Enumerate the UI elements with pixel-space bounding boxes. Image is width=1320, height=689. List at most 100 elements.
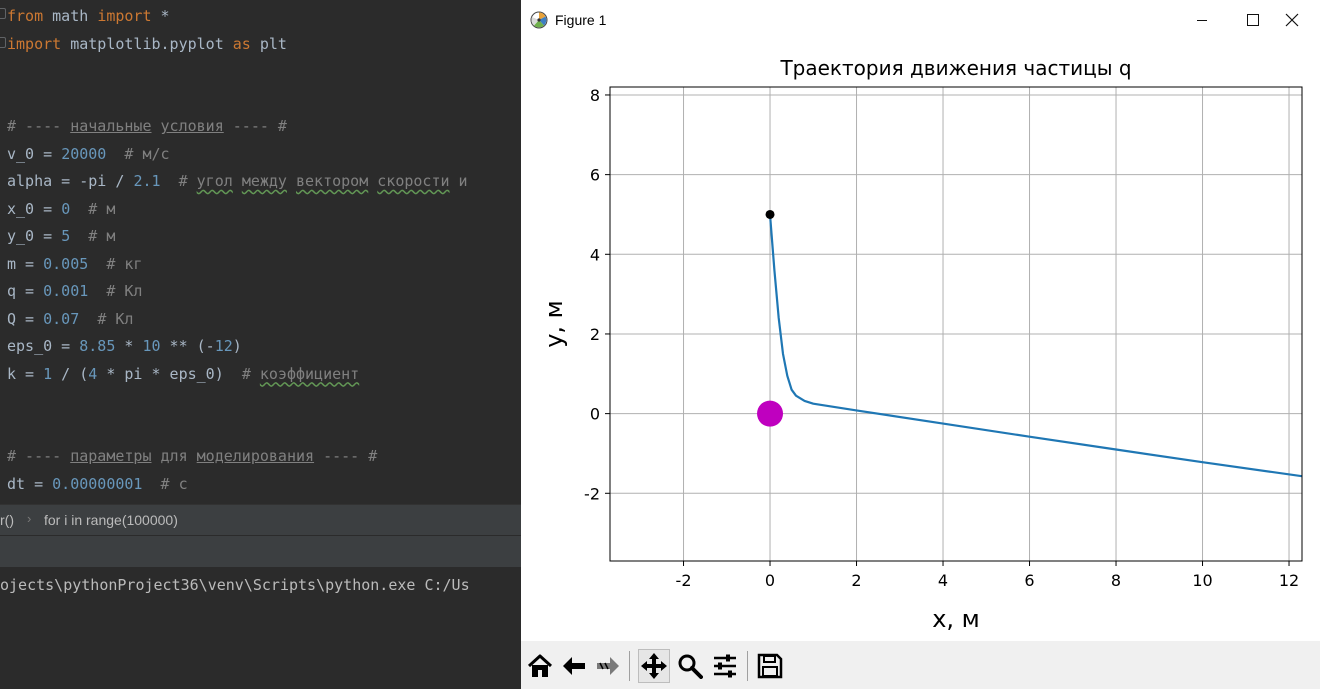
code-token: 0.07 [43,309,80,328]
subplots-button[interactable] [709,649,741,683]
code-token: угол [196,172,233,190]
code-token: math [43,7,98,25]
code-line: import matplotlib.pyplot as plt [7,32,287,56]
x-tick-label: 0 [765,571,775,590]
y-tick-label: 6 [590,166,600,185]
figure-canvas[interactable]: -2 0 2 4 6 8 10 12 -2 0 2 4 6 8 Траектория движения ч… [521,40,1320,641]
x-axis-label: x, м [932,605,980,633]
code-line: dt = 0.00000001 # с [7,472,188,496]
code-token: * pi * eps_0) [97,364,242,383]
back-button[interactable] [558,649,590,683]
tick-layer: -2 0 2 4 6 8 10 12 -2 0 2 4 6 8 [584,86,1299,590]
x-tick-label: 12 [1279,571,1299,590]
code-editor[interactable]: from math import * import matplotlib.pypl… [0,0,521,504]
code-line: # ---- начальные условия ---- # [7,114,287,138]
home-button[interactable] [524,649,556,683]
sliders-icon [714,654,736,678]
navigation-toolbar [521,641,1320,689]
ide-panel: from math import * import matplotlib.pypl… [0,0,521,689]
code-token: as [232,34,251,53]
pan-button[interactable] [638,649,670,683]
code-token [233,172,242,190]
x-tick-label: 2 [851,571,861,590]
save-button[interactable] [754,649,786,683]
run-console[interactable]: ojects\pythonProject36\venv\Scripts\pyth… [0,567,521,689]
marker-layer [757,209,784,427]
breadcrumb-function[interactable]: r() [0,512,14,528]
code-token: между [241,172,287,190]
x-tick-label: -2 [676,571,692,590]
code-token: параметры [70,447,152,465]
forward-arrow-icon [597,657,619,675]
x-tick-label: 4 [938,571,948,590]
code-token: plt [250,34,287,53]
fold-marker-icon[interactable] [0,37,6,48]
code-line: y_0 = 5 # м [7,224,115,248]
start-point-marker [765,209,775,219]
code-token: ** (- [160,337,215,355]
code-token: # ---- [7,117,71,135]
code-token: # ---- [7,447,71,465]
title-bar[interactable]: Figure 1 [521,0,1320,40]
code-token: m = [7,254,44,273]
code-token: import [7,34,62,53]
y-tick-label: 8 [590,86,600,105]
code-line: from math import * [7,4,170,28]
y-axis-label: y, м [540,300,568,348]
figure-window: Figure 1 -2 0 2 4 6 8 10 12 -2 0 2 4 6 8 Траектория д… [521,0,1320,689]
code-token: 5 [61,227,71,245]
run-tool-window-header [0,535,521,568]
code-line: v_0 = 20000 # м/с [7,142,170,166]
code-token: # Кл [97,309,134,328]
code-token: q = [7,282,44,300]
code-line: eps_0 = 8.85 * 10 ** (-12) [7,334,242,358]
toolbar-separator [629,651,630,681]
code-token [79,310,97,328]
fold-marker-icon[interactable] [0,8,6,19]
code-token: # кг [106,254,143,273]
code-line: m = 0.005 # кг [7,252,142,276]
code-token: для [151,447,197,465]
axes-frame [609,86,1303,562]
code-token: * [115,337,143,355]
minimize-button[interactable] [1174,0,1232,40]
code-token: eps_0 = [7,337,80,355]
code-token: ) [232,337,242,355]
breadcrumb: r() › for i in range(100000) [0,504,521,535]
x-tick-label: 10 [1192,571,1212,590]
code-line: x_0 = 0 # м [7,197,115,221]
close-icon [1285,13,1299,27]
series-layer [768,214,1302,478]
code-token: # [178,172,197,190]
code-token: / ( [52,364,89,383]
x-tick-label: 6 [1024,571,1034,590]
window-title: Figure 1 [555,12,607,28]
forward-button[interactable] [592,649,624,683]
zoom-button[interactable] [674,649,706,683]
code-token: # м [88,199,116,218]
close-button[interactable] [1262,0,1320,40]
chart-title: Траектория движения частицы q [779,56,1131,80]
code-line: Q = 0.07 # Кл [7,307,133,331]
code-line: # ---- параметры для моделирования ---- … [7,444,377,468]
code-token: import [97,7,152,25]
code-token: и [449,172,468,190]
chevron-right-icon: › [27,511,32,526]
code-token: 4 [88,364,98,383]
code-token: from [7,7,44,25]
code-line: alpha = -pi / 2.1 # угол между вектором … [7,169,468,193]
code-token: * [151,7,170,25]
maximize-button[interactable] [1232,0,1290,40]
code-token: вектором [296,172,369,190]
save-icon [757,653,783,679]
code-token: # с [160,474,188,493]
code-token: # м/с [124,144,170,163]
code-token [368,172,377,190]
code-token: коэффициент [259,364,360,383]
breadcrumb-loop[interactable]: for i in range(100000) [44,512,178,528]
code-token: моделирования [196,447,315,465]
code-token: # [241,364,260,383]
charge-marker [757,400,784,427]
code-line: q = 0.001 # Кл [7,279,142,303]
home-icon [527,654,553,677]
